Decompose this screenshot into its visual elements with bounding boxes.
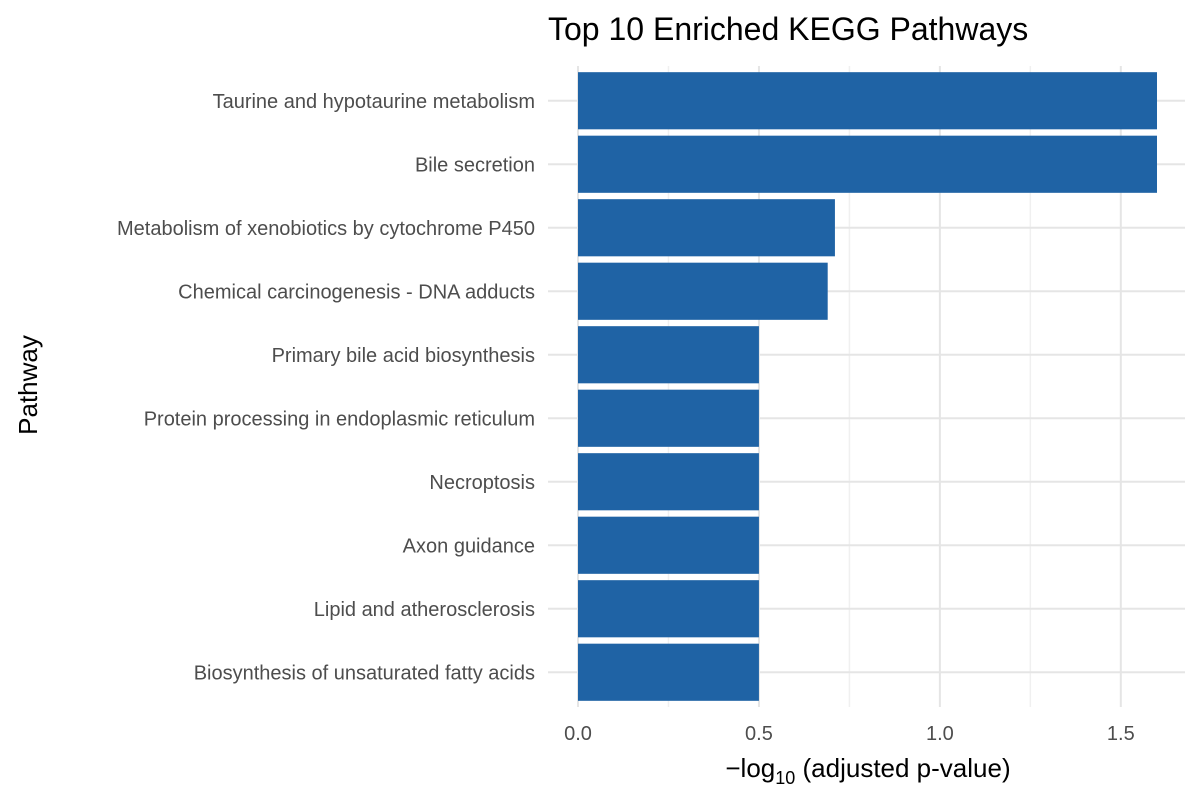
bar bbox=[578, 262, 828, 320]
y-axis-title: Pathway bbox=[13, 335, 43, 435]
bar bbox=[578, 516, 759, 574]
chart-title: Top 10 Enriched KEGG Pathways bbox=[548, 11, 1028, 47]
bar bbox=[578, 453, 759, 511]
category-label: Bile secretion bbox=[415, 154, 535, 176]
bars bbox=[578, 72, 1157, 701]
bar bbox=[578, 135, 1157, 193]
x-axis-title-subscript: 10 bbox=[775, 768, 795, 788]
bar bbox=[578, 580, 759, 638]
category-label: Biosynthesis of unsaturated fatty acids bbox=[194, 662, 535, 684]
bar bbox=[578, 199, 835, 257]
bar bbox=[578, 389, 759, 447]
category-label: Lipid and atherosclerosis bbox=[314, 599, 535, 621]
bar bbox=[578, 72, 1157, 130]
x-tick-label: 1.0 bbox=[926, 723, 954, 745]
category-label: Primary bile acid biosynthesis bbox=[272, 345, 535, 367]
x-axis-title-prefix: −log bbox=[725, 753, 775, 783]
bar bbox=[578, 643, 759, 701]
category-label: Axon guidance bbox=[403, 535, 535, 557]
x-axis-title: −log10 (adjusted p-value) bbox=[725, 753, 1010, 788]
category-label: Necroptosis bbox=[429, 472, 535, 494]
x-tick-labels: 0.0 0.5 1.0 1.5 bbox=[564, 723, 1135, 745]
category-labels: Taurine and hypotaurine metabolism Bile s… bbox=[117, 91, 535, 685]
category-label: Protein processing in endoplasmic reticu… bbox=[144, 408, 535, 430]
category-label: Taurine and hypotaurine metabolism bbox=[213, 91, 535, 113]
x-axis-title-suffix: (adjusted p-value) bbox=[795, 753, 1010, 783]
category-label: Chemical carcinogenesis - DNA adducts bbox=[178, 281, 535, 303]
x-tick-label: 0.5 bbox=[745, 723, 773, 745]
x-tick-label: 1.5 bbox=[1107, 723, 1135, 745]
x-tick-label: 0.0 bbox=[564, 723, 592, 745]
bar bbox=[578, 326, 759, 384]
category-label: Metabolism of xenobiotics by cytochrome … bbox=[117, 218, 535, 240]
